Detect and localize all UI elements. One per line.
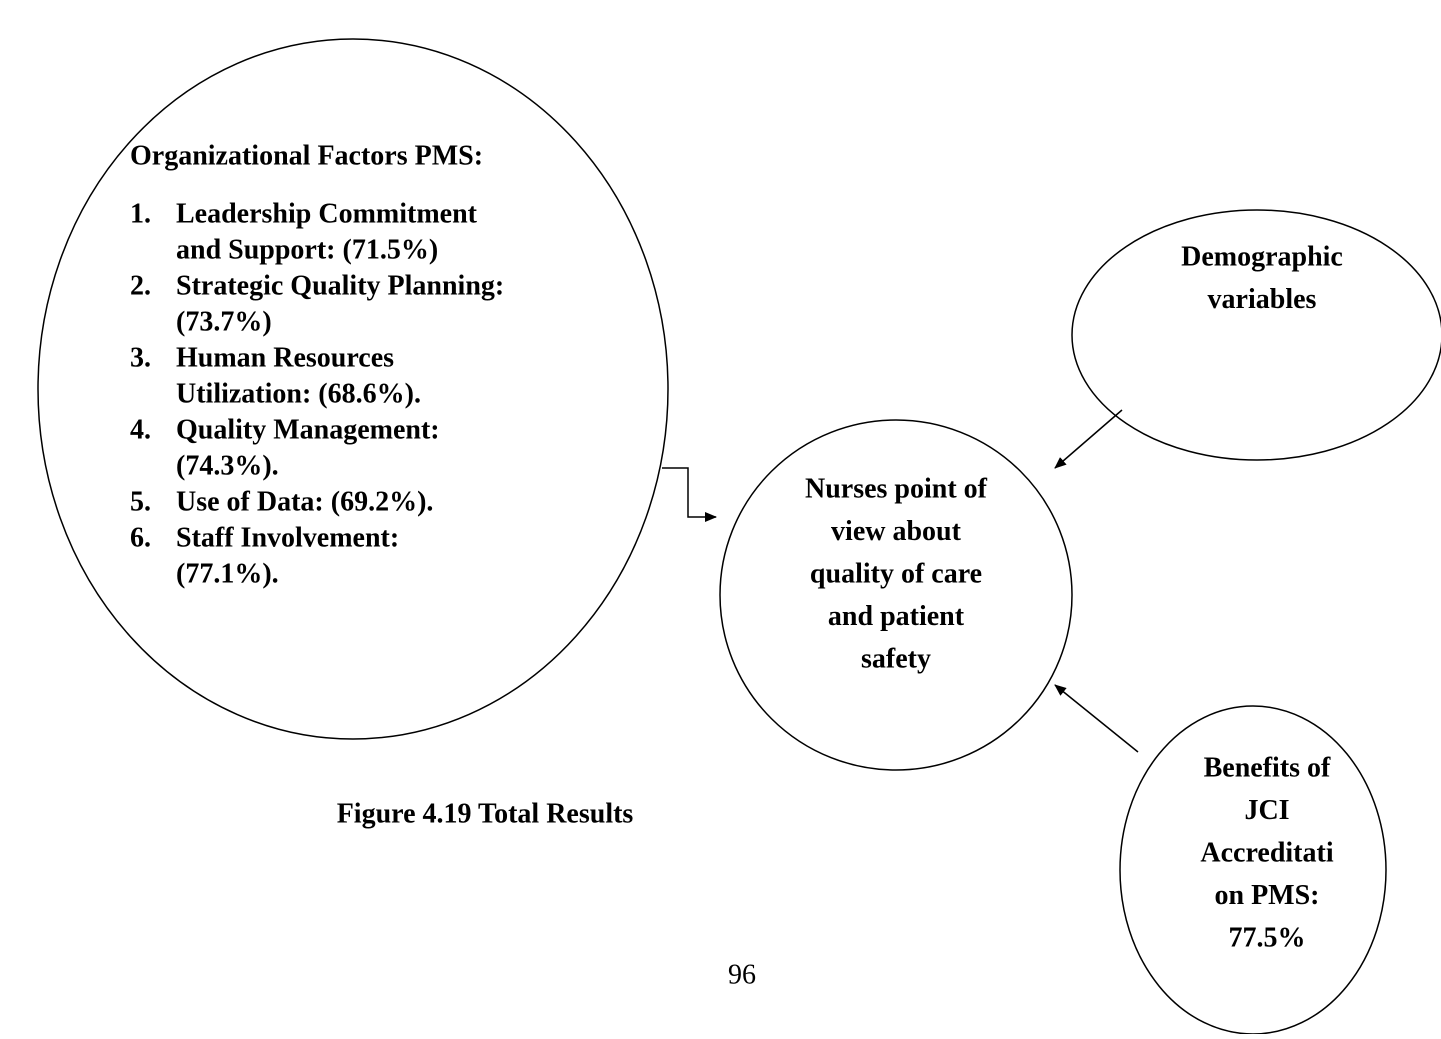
- item-text: Human Resources: [176, 342, 394, 373]
- node-label: on PMS:: [1215, 880, 1320, 911]
- outcome-circle: [719, 419, 1073, 771]
- node-label: Nurses point of: [805, 473, 988, 504]
- node-label: Accreditati: [1200, 837, 1333, 868]
- node-label: quality of care: [810, 558, 982, 589]
- factors-ellipse: [37, 38, 669, 740]
- item-text: Utilization: (68.6%).: [176, 378, 421, 409]
- labels: Organizational Factors PMS: 1. Leadership …: [130, 140, 1343, 990]
- item-number: 6.: [130, 522, 151, 553]
- item-text: Leadership Commitment: [176, 198, 478, 229]
- item-number: 1.: [130, 198, 151, 229]
- page-number: 96: [728, 959, 756, 990]
- factors-heading: Organizational Factors PMS:: [130, 140, 483, 171]
- node-label: JCI: [1244, 795, 1289, 826]
- item-text: and Support: (71.5%): [176, 234, 438, 265]
- item-number: 4.: [130, 414, 151, 445]
- node-label: Demographic: [1181, 241, 1343, 272]
- node-label: safety: [861, 643, 931, 674]
- node-label: 77.5%: [1229, 922, 1306, 953]
- item-number: 5.: [130, 486, 151, 517]
- item-text: Use of Data: (69.2%).: [176, 486, 433, 517]
- item-text: (73.7%): [176, 306, 272, 337]
- item-number: 3.: [130, 342, 151, 373]
- factors-arrow: [662, 467, 717, 522]
- benefits-arrow: [1054, 684, 1139, 753]
- node-label: and patient: [828, 601, 965, 632]
- node-label: variables: [1208, 284, 1317, 315]
- caption: Figure 4.19 Total Results: [337, 798, 634, 829]
- node-label: view about: [831, 516, 962, 547]
- node-label: Benefits of: [1204, 752, 1331, 783]
- item-text: (77.1%).: [176, 558, 279, 589]
- demographic-arrow: [1054, 409, 1123, 469]
- item-text: Quality Management:: [176, 414, 440, 445]
- item-number: 2.: [130, 270, 151, 301]
- item-text: (74.3%).: [176, 450, 279, 481]
- demographic-circle: [1071, 209, 1441, 461]
- item-text: Staff Involvement:: [176, 522, 399, 553]
- item-text: Strategic Quality Planning:: [176, 270, 504, 301]
